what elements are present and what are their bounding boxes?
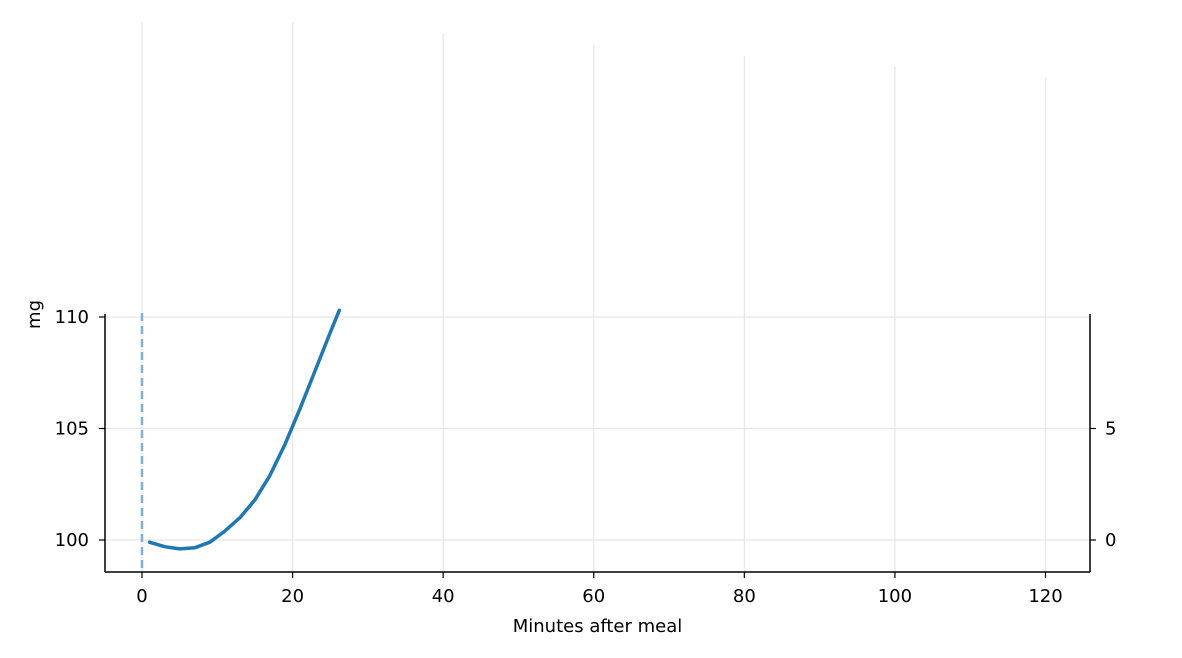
x-tick-label: 120 <box>1028 586 1062 607</box>
x-tick-label: 20 <box>281 586 304 607</box>
y-tick-label: 110 <box>55 307 89 328</box>
x-axis-label: Minutes after meal <box>513 616 683 637</box>
tick-labels: 0 20 40 60 80 100 120 100 105 110 0 5 <box>55 307 1117 607</box>
series-layer <box>140 308 342 572</box>
glucose-series-line <box>147 308 342 551</box>
y-axis-label: mg <box>24 300 45 329</box>
x-tick-label: 60 <box>582 586 605 607</box>
x-tick-label: 40 <box>432 586 455 607</box>
grid-lines <box>105 22 1090 572</box>
y2-tick-label: 5 <box>1105 419 1116 440</box>
x-tick-label: 80 <box>733 586 756 607</box>
y-tick-label: 100 <box>55 530 89 551</box>
y-tick-label: 105 <box>55 419 89 440</box>
axes <box>99 314 1096 578</box>
x-tick-label: 100 <box>878 586 912 607</box>
x-tick-label: 0 <box>136 586 147 607</box>
y2-tick-label: 0 <box>1105 530 1116 551</box>
